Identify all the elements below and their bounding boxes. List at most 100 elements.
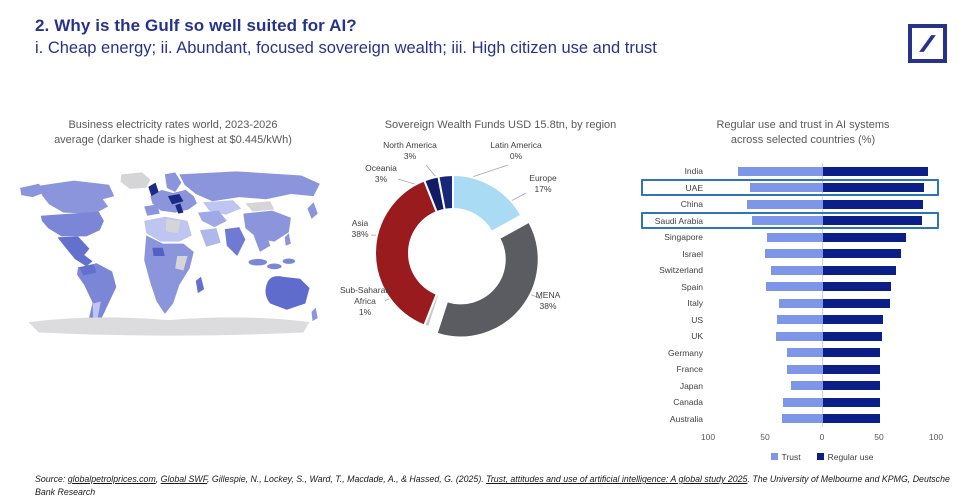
regular-use-bar [823,414,880,424]
footer-text: , Gillespie, N., Lockey, S., Ward, T., M… [206,474,487,484]
trust-bar [767,232,823,242]
regular-use-bar [823,199,924,209]
trust-bar [783,397,823,407]
country-label: China [680,199,703,210]
bar-row-singapore: Singapore [645,229,961,246]
bar-row-canada: Canada [645,394,961,411]
donut-callout-sub-saharan-africa: Sub-Saharan Africa 1% [339,285,391,318]
country-label: UK [691,331,703,342]
donut-callout-latin-america: Latin America 0% [490,140,542,162]
bar-chart-title: Regular use and trust in AI systems acro… [645,118,961,149]
country-label: Singapore [664,232,703,243]
trust-bar [791,381,823,391]
regular-use-bar [823,381,880,391]
regular-use-bar [823,249,901,259]
donut-slice-mena [435,221,540,339]
bar-row-uk: UK [645,328,961,345]
regular-use-bar [823,183,925,193]
trust-bar [764,249,823,259]
bar-plot [709,381,937,391]
trust-bar [766,282,823,292]
bar-row-france: France [645,361,961,378]
bar-row-spain: Spain [645,278,961,295]
donut-callout-north-america: North America 3% [383,140,437,162]
bar-row-china: China [645,196,961,213]
x-axis-tick: 0 [819,431,825,442]
regular-use-bar [823,364,880,374]
slide-title: 2. Why is the Gulf so well suited for AI… [35,16,357,35]
bar-row-switzerland: Switzerland [645,262,961,279]
trust-bar [776,331,823,341]
electricity-map-panel: Business electricity rates world, 2023-2… [14,118,332,344]
donut-slice-europe [452,174,523,234]
bar-row-uae: UAE [645,179,961,196]
regular-use-bar [823,232,907,242]
regular-use-bar [823,216,923,226]
zero-gridline [822,162,823,427]
country-label: Switzerland [659,265,703,276]
regular-use-bar [823,166,928,176]
bar-chart-legend: Trust Regular use [708,452,936,462]
bar-title-line2: across selected countries (%) [730,134,876,147]
trust-bar [752,216,823,226]
bar-plot [709,397,937,407]
x-axis-tick: 100 [928,431,944,442]
bar-plot [709,298,937,308]
bar-rows: India UAE China Saudi Arabia Singapore Israel… [641,162,961,427]
bar-plot [709,249,937,259]
regular-use-bar [823,282,892,292]
donut-callout-asia: Asia 38% [351,218,369,240]
bar-plot [709,166,937,176]
trust-bar [786,348,823,358]
country-label: UAE [685,182,703,193]
country-label: Israel [682,248,703,259]
legend-label: Trust [781,451,801,462]
footer-source-link[interactable]: Global SWF [160,474,207,484]
map-title-line1: Business electricity rates world, 2023-2… [68,119,278,131]
x-axis-tick: 100 [700,431,716,442]
footer-text: . The University of Melbourne and KPMG, … [35,474,950,498]
country-label: Italy [687,298,703,309]
regular-use-bar [823,348,880,358]
trust-bar [746,199,823,209]
bar-row-italy: Italy [645,295,961,312]
donut-title: Sovereign Wealth Funds USD 15.8tn, by re… [384,119,617,131]
bar-plot [709,282,937,292]
slide-subtitle: i. Cheap energy; ii. Abundant, focused s… [35,39,657,57]
donut-callout-oceania: Oceania 3% [365,163,397,185]
slide-header: 2. Why is the Gulf so well suited for AI… [35,16,895,58]
regular-use-bar [823,298,891,308]
footer-text: , [155,474,161,484]
footer-text: Source: [35,474,68,484]
x-axis-tick: 50 [874,431,884,442]
bar-plot [709,414,937,424]
bar-row-japan: Japan [645,377,961,394]
swf-donut-panel: Sovereign Wealth Funds USD 15.8tn, by re… [338,118,663,381]
bar-plot [709,315,937,325]
country-label: US [691,314,703,325]
source-footnote: Source: globalpetrolprices.com, Global S… [35,473,953,499]
trust-bar [770,265,823,275]
map-title-line2: average (darker shade is highest at $0.4… [54,134,292,147]
trust-bar [737,166,823,176]
world-map [14,171,332,344]
country-label: France [676,364,703,375]
footer-source-link[interactable]: globalpetrolprices.com [67,474,156,484]
country-label: Australia [669,413,703,424]
trust-bar [781,414,823,424]
donut-callout-europe: Europe 17% [529,173,557,195]
bar-row-saudi-arabia: Saudi Arabia [645,212,961,229]
donut-slice-north-america [437,174,454,212]
country-label: Germany [668,347,703,358]
legend-item-regular-use: Regular use [816,451,874,462]
db-slash-icon [919,35,936,52]
legend-label: Regular use [827,451,874,462]
map-title: Business electricity rates world, 2023-2… [14,118,332,149]
regular-use-bar [823,331,883,341]
footer-source-link[interactable]: Trust, attitudes and use of artificial i… [486,474,748,484]
swf-donut-chart: Latin America 0% Europe 17% MENA 38% Sub-Sahar… [338,137,663,381]
x-axis-ticks: 100 50 0 50 100 [645,432,961,445]
bar-row-israel: Israel [645,245,961,262]
bar-row-germany: Germany [645,344,961,361]
ai-trust-bar-panel: Regular use and trust in AI systems acro… [641,118,961,462]
